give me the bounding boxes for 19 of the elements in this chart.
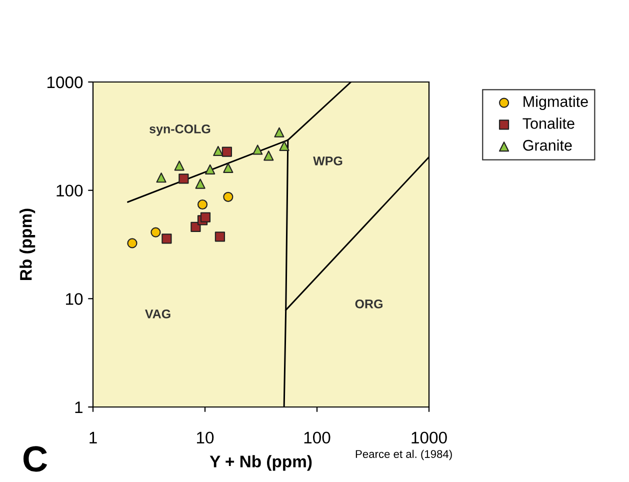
text: C [23,446,48,472]
y-tick-label: 1 [75,402,82,414]
y-tick-label: 10 [66,293,83,305]
annotation: ORG [355,300,382,308]
legend-label: Granite [523,140,572,151]
x-tick-label: 1000 [412,432,447,444]
y-tick-label: 100 [56,184,83,197]
x-tick-label: 10 [197,432,214,444]
legend-label: Tonalite [522,118,574,129]
annotation: WPG [313,156,342,166]
y-tick-label: 1000 [47,76,83,88]
x-axis-title: Y + Nb (ppm) [210,455,312,471]
y-axis-title: Rb (ppm) [20,208,36,280]
text: Pearce et al. (1984) [356,450,452,460]
annotation: VAG [145,310,170,318]
x-tick-label: 100 [304,432,330,444]
annotation: syn-COLG [150,124,210,136]
legend-label: Migmatite [524,96,588,110]
x-tick-label: 1 [90,432,97,444]
